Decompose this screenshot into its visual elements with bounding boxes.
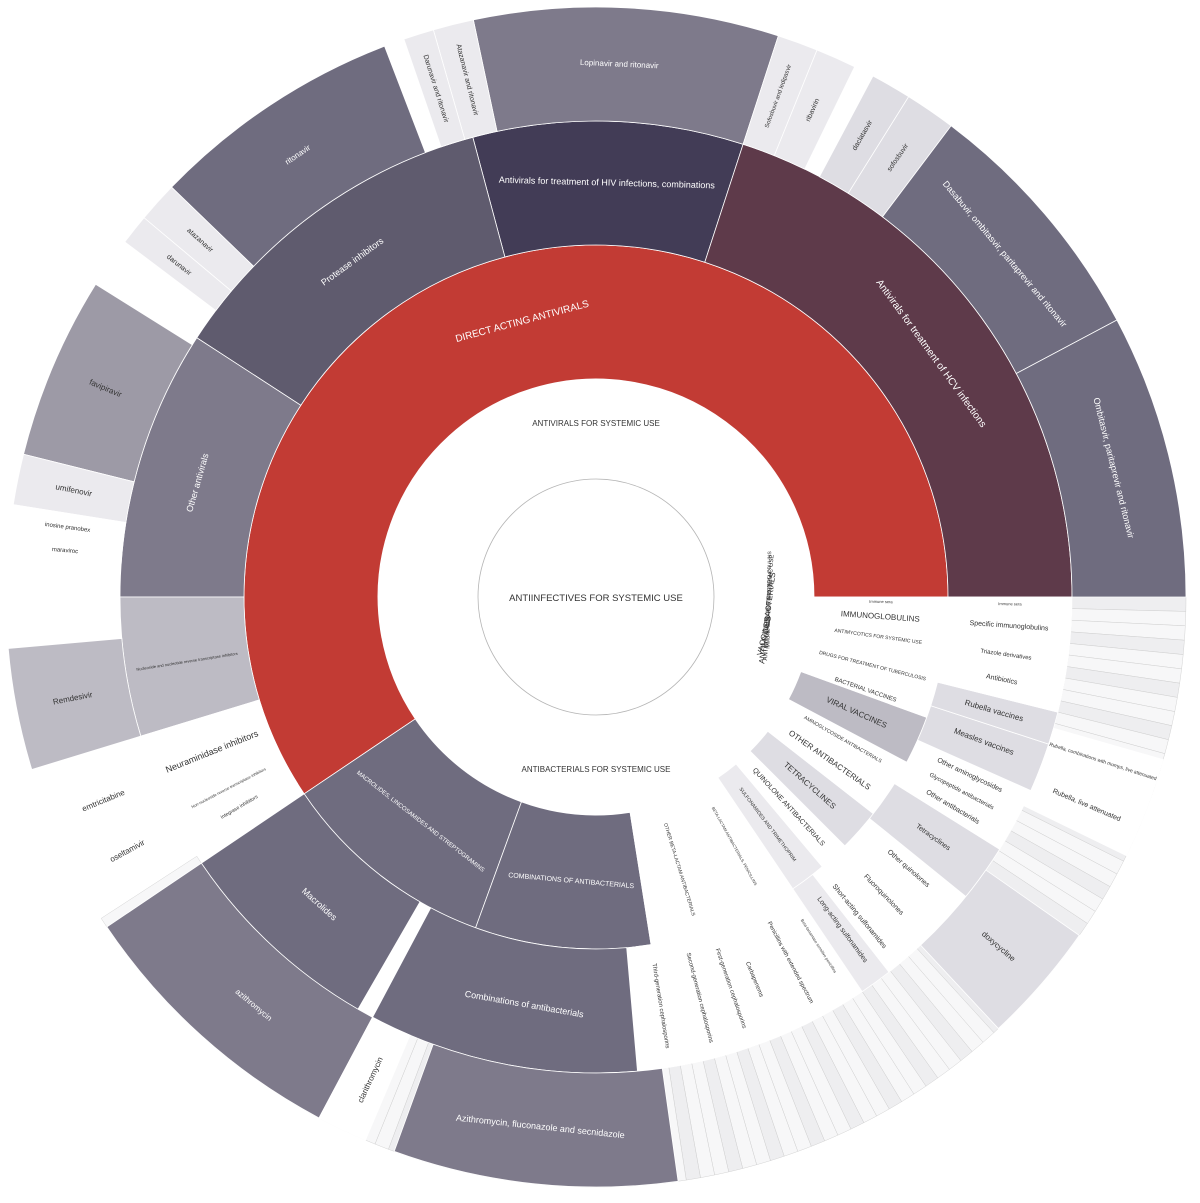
- segment-carbapenems[interactable]: [721, 918, 791, 1042]
- segment-second-generation-cephalosporins[interactable]: [668, 933, 736, 1064]
- segment-clarithromycin[interactable]: [318, 1016, 411, 1141]
- segment-ritonavir[interactable]: [171, 45, 426, 267]
- segment-inosine-pranobex[interactable]: [8, 504, 127, 548]
- segment-immune-sera[interactable]: [947, 596, 1073, 615]
- segment-rubella-live-attenuated[interactable]: [1023, 759, 1151, 857]
- segment-specific-immunoglobulins[interactable]: [944, 608, 1073, 656]
- segment-maraviroc[interactable]: [7, 534, 124, 565]
- segment-darunavir-and-ritonavir[interactable]: [403, 29, 466, 148]
- segment-atazanavir[interactable]: [143, 186, 255, 292]
- segment-atazanavir-and-ritonavir[interactable]: [432, 19, 498, 140]
- segment-emtricitabine[interactable]: [41, 759, 166, 847]
- segment-other-antibacterials[interactable]: [893, 767, 1013, 850]
- segment-rubella-combinations-with-mumps-live-att[interactable]: [1042, 727, 1164, 800]
- segment-short-acting-sulfonamides[interactable]: [812, 862, 909, 973]
- segment-oseltamivir[interactable]: [60, 797, 193, 911]
- segment-antivirals-for-treatment-of-hiv-infectio[interactable]: [472, 120, 744, 263]
- sunburst-segments: [7, 6, 1187, 1188]
- segment-doxycycline[interactable]: [920, 869, 1080, 1030]
- segment-penicillins-with-extended-spectrum[interactable]: [738, 898, 842, 1033]
- segment-first-generation-cephalosporins[interactable]: [698, 925, 768, 1053]
- segment-rubella-vaccines[interactable]: [930, 681, 1059, 745]
- segment-azithromycin-fluconazole-and-secnidazole[interactable]: [393, 1043, 679, 1188]
- segment-long-acting-sulfonamides[interactable]: [792, 873, 890, 993]
- segment-darunavir[interactable]: [124, 217, 232, 312]
- segment-azithromycin[interactable]: [106, 862, 374, 1119]
- segment-ribavirin[interactable]: [773, 49, 856, 170]
- label-antivirals-for-systemic-use: ANTIVIRALS FOR SYSTEMIC USE: [532, 419, 660, 428]
- center-circle[interactable]: [477, 478, 715, 716]
- segment-umifenovir[interactable]: [12, 453, 135, 523]
- segment-antibiotics[interactable]: [937, 657, 1066, 713]
- segment-triazole-derivatives[interactable]: [942, 639, 1069, 681]
- segment-third-generation-cephalosporins[interactable]: [632, 940, 696, 1071]
- segment-beta-lactamase-sensitive-penicillins[interactable]: [776, 888, 863, 1006]
- segment-remdesivir[interactable]: [7, 638, 142, 770]
- segment-glycopeptide-antibacterials[interactable]: [903, 756, 1021, 829]
- segment-favipiravir[interactable]: [23, 283, 193, 483]
- segment-tetracyclines[interactable]: [868, 782, 1001, 898]
- segment-ombitasvir-paritaprevir-and-ritonavir[interactable]: [1015, 319, 1187, 598]
